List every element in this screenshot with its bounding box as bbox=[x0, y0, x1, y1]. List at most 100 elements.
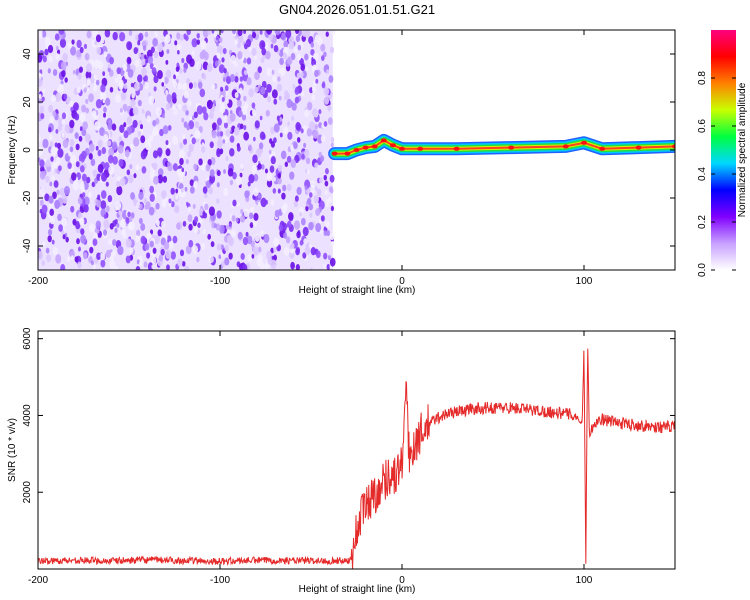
noise-speckle bbox=[125, 217, 130, 224]
noise-speckle bbox=[209, 111, 214, 120]
noise-speckle bbox=[123, 130, 129, 139]
noise-speckle bbox=[290, 159, 297, 169]
noise-speckle bbox=[330, 205, 335, 212]
noise-speckle bbox=[72, 180, 79, 191]
noise-speckle bbox=[239, 76, 244, 82]
noise-speckle bbox=[183, 121, 188, 128]
noise-speckle bbox=[245, 231, 249, 237]
noise-speckle bbox=[179, 157, 184, 166]
noise-speckle bbox=[96, 46, 102, 55]
noise-speckle bbox=[215, 41, 220, 47]
noise-speckle bbox=[198, 158, 203, 166]
noise-speckle bbox=[246, 235, 253, 245]
noise-speckle bbox=[266, 83, 272, 93]
noise-speckle bbox=[127, 211, 131, 218]
noise-speckle bbox=[279, 132, 283, 138]
noise-speckle bbox=[323, 87, 330, 96]
noise-speckle bbox=[38, 30, 43, 39]
noise-speckle bbox=[109, 86, 114, 93]
noise-speckle bbox=[150, 171, 155, 178]
noise-speckle bbox=[135, 235, 140, 243]
noise-speckle bbox=[144, 81, 149, 89]
noise-speckle bbox=[76, 238, 80, 245]
noise-speckle bbox=[315, 250, 321, 259]
noise-speckle bbox=[184, 34, 189, 42]
noise-speckle bbox=[219, 104, 226, 114]
noise-speckle bbox=[151, 163, 155, 168]
noise-speckle bbox=[95, 220, 102, 229]
noise-speckle bbox=[136, 229, 141, 237]
noise-speckle bbox=[68, 150, 72, 157]
ridge-point bbox=[362, 145, 369, 150]
noise-speckle bbox=[94, 40, 98, 46]
noise-speckle bbox=[330, 142, 334, 148]
noise-speckle bbox=[280, 150, 287, 160]
ridge-point bbox=[389, 143, 396, 148]
noise-speckle bbox=[316, 188, 322, 197]
noise-speckle bbox=[91, 181, 95, 188]
noise-speckle bbox=[305, 205, 309, 212]
noise-speckle bbox=[330, 136, 335, 143]
noise-speckle bbox=[325, 168, 329, 175]
noise-speckle bbox=[79, 113, 86, 123]
noise-speckle bbox=[197, 222, 201, 229]
noise-speckle bbox=[138, 32, 144, 41]
noise-speckle bbox=[218, 254, 222, 260]
noise-speckle bbox=[85, 63, 93, 73]
noise-speckle bbox=[48, 195, 54, 204]
noise-speckle bbox=[251, 47, 257, 57]
noise-speckle bbox=[121, 228, 126, 236]
noise-speckle bbox=[323, 120, 328, 127]
noise-speckle bbox=[257, 66, 262, 74]
noise-speckle bbox=[283, 232, 288, 239]
noise-speckle bbox=[108, 147, 115, 157]
noise-speckle bbox=[149, 185, 155, 194]
noise-speckle bbox=[326, 69, 330, 75]
noise-speckle bbox=[55, 92, 62, 102]
colorbar-tick-label: 0.6 bbox=[697, 119, 708, 133]
noise-speckle bbox=[109, 259, 116, 270]
noise-speckle bbox=[265, 109, 270, 117]
noise-speckle bbox=[216, 130, 221, 137]
noise-speckle bbox=[91, 110, 97, 118]
noise-speckle bbox=[137, 74, 143, 83]
noise-speckle bbox=[222, 139, 226, 144]
noise-speckle bbox=[157, 70, 163, 80]
noise-speckle bbox=[304, 148, 310, 158]
noise-speckle bbox=[83, 43, 88, 50]
noise-speckle bbox=[220, 252, 224, 258]
noise-speckle bbox=[214, 60, 219, 67]
noise-speckle bbox=[78, 135, 83, 142]
noise-speckle bbox=[84, 52, 90, 61]
noise-speckle bbox=[267, 95, 272, 103]
noise-speckle bbox=[96, 228, 100, 234]
noise-speckle bbox=[79, 217, 85, 226]
noise-speckle bbox=[268, 138, 273, 144]
noise-speckle bbox=[38, 146, 44, 156]
noise-speckle bbox=[108, 201, 112, 206]
snr-x-tick-label: 100 bbox=[576, 575, 593, 586]
noise-speckle bbox=[202, 61, 209, 71]
noise-speckle bbox=[224, 244, 229, 252]
noise-speckle bbox=[223, 188, 229, 197]
noise-speckle bbox=[177, 44, 182, 51]
noise-speckle bbox=[148, 206, 155, 216]
noise-speckle bbox=[202, 73, 207, 80]
noise-speckle bbox=[314, 186, 318, 192]
noise-speckle bbox=[82, 121, 88, 130]
noise-speckle bbox=[186, 54, 193, 64]
noise-speckle bbox=[278, 68, 282, 74]
noise-speckle bbox=[120, 219, 126, 229]
noise-speckle bbox=[277, 76, 281, 82]
noise-speckle bbox=[165, 148, 171, 157]
noise-speckle bbox=[260, 57, 265, 64]
noise-speckle bbox=[138, 30, 142, 33]
noise-speckle bbox=[320, 43, 326, 52]
noise-speckle bbox=[216, 52, 221, 59]
noise-speckle bbox=[161, 82, 165, 87]
noise-speckle bbox=[126, 56, 132, 65]
noise-speckle bbox=[59, 38, 67, 48]
noise-speckle bbox=[283, 202, 288, 211]
noise-speckle bbox=[153, 50, 159, 59]
